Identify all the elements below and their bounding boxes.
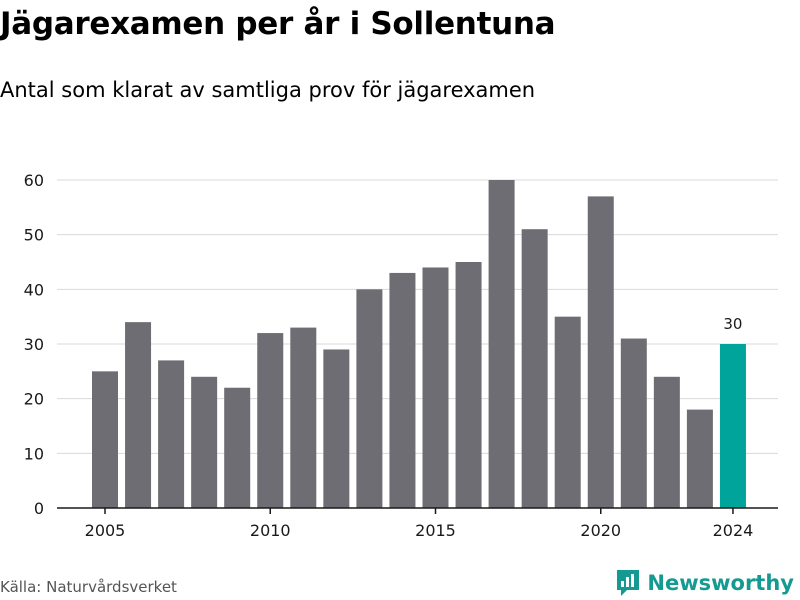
bar-2012 <box>323 349 350 508</box>
y-tick-label-50: 50 <box>24 226 44 245</box>
y-tick-label-30: 30 <box>24 335 44 354</box>
x-tick-label-2024: 2024 <box>713 521 754 540</box>
newsworthy-chart-logo-icon <box>617 570 640 596</box>
bar-2019 <box>554 316 581 508</box>
x-tick-label-2010: 2010 <box>250 521 291 540</box>
axes <box>57 507 778 514</box>
y-tick-label-20: 20 <box>24 390 44 409</box>
tick-labels: 0 10 20 30 40 50 60 30 2005 2010 2015 2020 2024 <box>24 171 754 540</box>
brand-name: Newsworthy <box>647 571 794 595</box>
bar-2006 <box>125 322 152 508</box>
x-tick-label-2015: 2015 <box>415 521 456 540</box>
y-tick-label-10: 10 <box>24 444 44 463</box>
chart-subtitle: Antal som klarat av samtliga prov för jä… <box>0 78 536 102</box>
bars <box>92 180 746 508</box>
bar-2014 <box>389 272 416 508</box>
bar-2011 <box>290 327 317 508</box>
bar-2008 <box>191 376 218 508</box>
bar-2023 <box>686 409 713 508</box>
source-note: Källa: Naturvårdsverket <box>0 578 177 596</box>
brand-logo: Newsworthy <box>615 568 794 598</box>
chart-title: Jägarexamen per år i Sollentuna <box>0 6 556 42</box>
bar-2005 <box>92 371 118 508</box>
bar-2024 <box>719 344 746 508</box>
bar-2007 <box>158 360 185 508</box>
bar-2018 <box>521 229 548 508</box>
x-tick-label-2020: 2020 <box>580 521 621 540</box>
bar-2017 <box>488 180 515 508</box>
x-tick-label-2005: 2005 <box>85 521 126 540</box>
bar-2016 <box>455 262 482 508</box>
y-tick-label-0: 0 <box>34 499 44 518</box>
bar-2015 <box>422 267 449 508</box>
bar-2009 <box>224 387 251 508</box>
data-label-2024: 30 <box>723 315 742 333</box>
bar-2020 <box>587 196 614 508</box>
y-tick-label-40: 40 <box>24 280 44 299</box>
bar-2022 <box>653 376 680 508</box>
bar-2010 <box>257 333 284 508</box>
bar-2021 <box>620 338 647 508</box>
bar-2013 <box>356 289 383 508</box>
y-tick-label-60: 60 <box>24 171 44 190</box>
